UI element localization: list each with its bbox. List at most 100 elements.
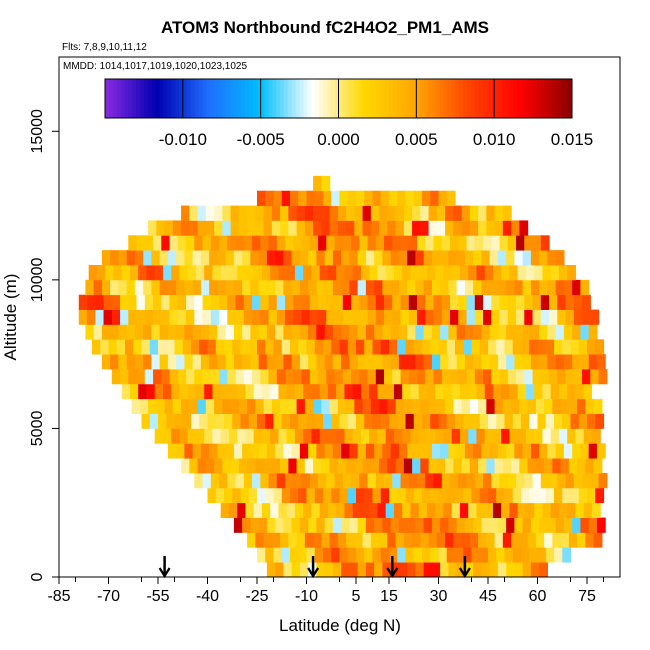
heatmap-cell	[595, 339, 605, 355]
heatmap-cell	[365, 562, 375, 578]
heatmap-cell	[233, 324, 243, 340]
heatmap-cell	[339, 547, 349, 563]
colorbar-segment	[420, 79, 425, 118]
heatmap-cell	[194, 309, 204, 325]
heatmap-cell	[372, 339, 382, 355]
heatmap-cell	[110, 250, 119, 266]
heatmap-cell	[296, 220, 306, 236]
colorbar-segment	[194, 79, 199, 118]
heatmap-cell	[408, 369, 418, 385]
colorbar-segment	[124, 79, 129, 118]
heatmap-cell	[395, 205, 405, 221]
heatmap-cell	[382, 443, 392, 459]
heatmap-cell	[151, 324, 161, 340]
heatmap-cell	[578, 413, 588, 429]
colorbar-segment	[451, 79, 456, 118]
heatmap-cell	[398, 443, 408, 459]
heatmap-cell	[570, 413, 580, 429]
heatmap-cell	[266, 443, 276, 459]
heatmap-cell	[214, 398, 223, 414]
heatmap-cell	[299, 279, 309, 296]
heatmap-cell	[463, 487, 473, 504]
heatmap-cell	[336, 428, 346, 444]
heatmap-cell	[516, 235, 525, 251]
heatmap-cell	[491, 294, 501, 310]
colorbar-segment	[463, 79, 468, 118]
heatmap-cell	[555, 279, 565, 296]
heatmap-cell	[497, 279, 507, 296]
heatmap-cell	[273, 413, 283, 429]
colorbar-segment	[568, 79, 573, 118]
heatmap-cell	[304, 458, 314, 474]
heatmap-cell	[521, 413, 530, 429]
heatmap-cell	[377, 265, 387, 281]
heatmap-cell	[455, 339, 464, 355]
heatmap-cell	[524, 294, 534, 310]
heatmap-cell	[433, 235, 443, 251]
heatmap-cell	[303, 502, 313, 518]
heatmap-cell	[129, 265, 139, 281]
heatmap-cell	[478, 398, 487, 414]
heatmap-cell	[403, 220, 413, 236]
heatmap-cell	[448, 324, 458, 340]
heatmap-cell	[588, 324, 598, 340]
heatmap-cell	[219, 235, 228, 251]
colorbar-segment	[490, 79, 495, 118]
heatmap-cell	[288, 205, 298, 221]
heatmap-cell	[413, 339, 423, 355]
colorbar-segment	[334, 79, 339, 118]
heatmap-cell	[228, 502, 238, 518]
colorbar-segment	[416, 79, 421, 118]
heatmap-cell	[450, 294, 459, 310]
heatmap-cell	[332, 443, 342, 459]
heatmap-cell	[349, 279, 359, 296]
heatmap-cell	[131, 398, 141, 414]
heatmap-cell	[296, 205, 306, 221]
heatmap-cell	[464, 517, 474, 533]
heatmap-cell	[319, 502, 329, 518]
heatmap-cell	[587, 339, 596, 355]
heatmap-cell	[430, 339, 440, 355]
heatmap-cell	[573, 369, 583, 385]
heatmap-cell	[474, 473, 484, 489]
heatmap-cell	[314, 547, 324, 563]
heatmap-cell	[582, 369, 591, 385]
heatmap-cell	[380, 413, 390, 429]
heatmap-cell	[547, 354, 557, 370]
heatmap-cell	[324, 250, 334, 266]
heatmap-cell	[547, 443, 557, 459]
heatmap-cell	[301, 369, 311, 385]
heatmap-cell	[227, 235, 237, 251]
heatmap-cell	[441, 309, 451, 325]
heatmap-cell	[195, 383, 205, 400]
heatmap-cell	[280, 220, 289, 236]
colorbar-segment	[112, 79, 118, 118]
arrow-marker-head	[158, 567, 171, 579]
heatmap-cell	[501, 428, 511, 444]
heatmap-cell	[502, 220, 512, 236]
heatmap-cell	[281, 190, 291, 206]
heatmap-cell	[573, 294, 583, 310]
heatmap-cell	[554, 487, 563, 504]
heatmap-cell	[359, 235, 369, 251]
heatmap-cell	[92, 339, 101, 355]
heatmap-cell	[360, 428, 370, 444]
heatmap-cell	[535, 532, 545, 548]
heatmap-cell	[352, 265, 362, 281]
heatmap-cell	[577, 398, 586, 414]
heatmap-cell	[534, 428, 544, 444]
heatmap-cell	[176, 250, 185, 266]
heatmap-cell	[275, 354, 284, 370]
heatmap-cell	[512, 547, 522, 563]
heatmap-cell	[522, 443, 532, 459]
heatmap-cell	[430, 547, 440, 563]
colorbar-segment	[252, 79, 258, 118]
heatmap-cell	[374, 354, 383, 370]
heatmap-cell	[266, 354, 276, 370]
heatmap-cell	[261, 428, 271, 444]
heatmap-cell	[435, 428, 445, 444]
heatmap-cell	[242, 354, 251, 370]
colorbar-segment	[287, 79, 293, 118]
heatmap-cell	[151, 354, 161, 370]
heatmap-cell	[565, 369, 575, 385]
